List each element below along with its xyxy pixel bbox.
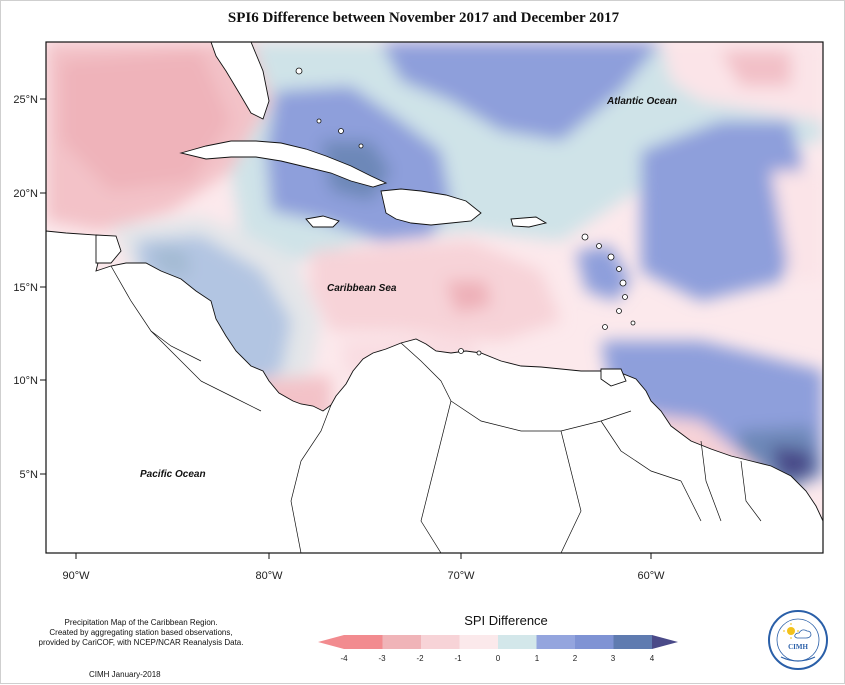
lat-tick-20n: 20°N <box>13 188 38 200</box>
map-title: SPI6 Difference between November 2017 an… <box>227 10 620 26</box>
lon-tick-70w: 70°W <box>447 570 475 582</box>
legend-tick: 1 <box>535 654 540 663</box>
legend-tick: 2 <box>573 654 578 663</box>
footer-credit: CIMH January-2018 <box>89 670 161 679</box>
cloud-icon <box>794 629 812 639</box>
logo-text: CIMH <box>788 643 808 651</box>
legend-tick: 4 <box>650 654 655 663</box>
colorbar-ticks: -4 -3 -2 -1 0 1 2 3 4 <box>340 654 654 663</box>
footer-line: Precipitation Map of the Caribbean Regio… <box>64 618 218 627</box>
legend-tick: -2 <box>416 654 424 663</box>
lat-tick-15n: 15°N <box>13 282 38 294</box>
colorbar-segment <box>613 635 652 649</box>
footer-description: Precipitation Map of the Caribbean Regio… <box>21 618 261 648</box>
cimh-logo: CIMH <box>768 610 828 670</box>
legend-tick: -1 <box>454 654 462 663</box>
colorbar-arrow-left <box>318 635 344 649</box>
lat-tick-10n: 10°N <box>13 375 38 387</box>
label-caribbean-sea: Caribbean Sea <box>327 283 397 294</box>
legend-title: SPI Difference <box>464 613 548 628</box>
colorbar-segment <box>421 635 460 649</box>
colorbar-segment <box>459 635 499 649</box>
map-frame <box>45 41 824 554</box>
colorbar-segment <box>344 635 383 649</box>
legend-tick: -4 <box>340 654 348 663</box>
legend-tick: 3 <box>611 654 616 663</box>
label-atlantic-ocean: Atlantic Ocean <box>606 96 677 107</box>
land <box>46 42 823 553</box>
borders <box>110 265 762 553</box>
footer-line: Created by aggregating station based obs… <box>49 628 233 637</box>
label-pacific-ocean: Pacific Ocean <box>140 469 206 480</box>
lon-tick-80w: 80°W <box>255 570 283 582</box>
sun-icon <box>787 627 795 635</box>
colorbar-segment <box>575 635 614 649</box>
lat-tick-5n: 5°N <box>20 469 39 481</box>
lat-tick-25n: 25°N <box>13 94 38 106</box>
axis-ticks <box>40 98 652 559</box>
lon-tick-60w: 60°W <box>637 570 665 582</box>
legend-tick: -3 <box>378 654 386 663</box>
colorbar-segment <box>536 635 576 649</box>
lon-tick-90w: 90°W <box>62 570 90 582</box>
antilles-islands <box>295 67 636 356</box>
colorbar-segment <box>498 635 537 649</box>
colorbar <box>318 635 678 649</box>
footer-line: provided by CariCOF, with NCEP/NCAR Rean… <box>38 638 244 647</box>
legend-tick: 0 <box>496 654 501 663</box>
colorbar-arrow-right <box>652 635 678 649</box>
colorbar-segment <box>382 635 422 649</box>
spi-field <box>46 42 823 553</box>
